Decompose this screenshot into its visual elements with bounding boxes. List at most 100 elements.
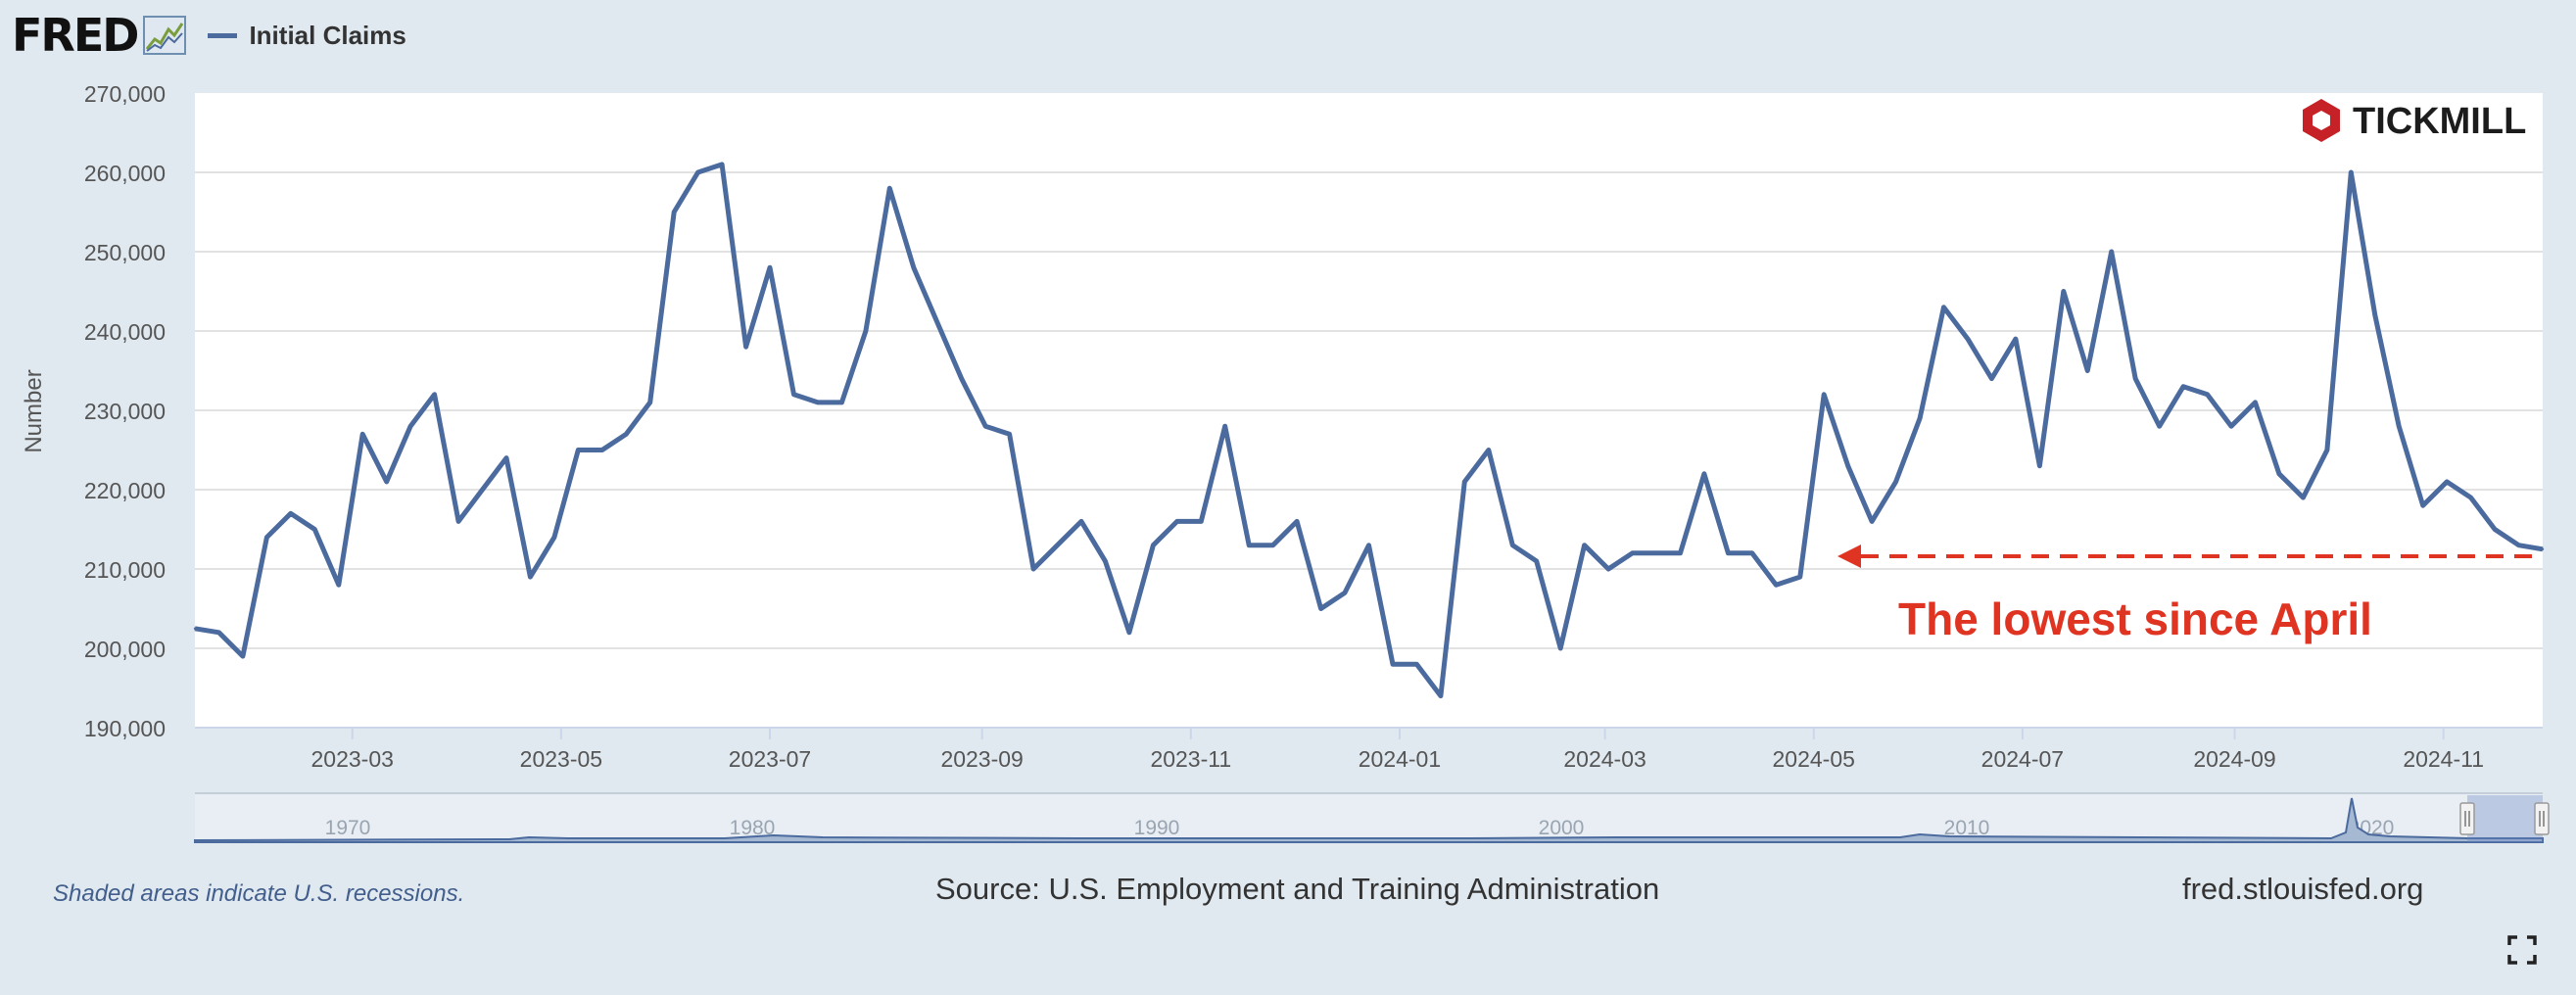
data-point — [1631, 551, 1634, 554]
y-tick-label: 220,000 — [84, 478, 166, 503]
data-point — [1271, 544, 1274, 546]
data-point — [1535, 559, 1538, 563]
data-point — [648, 401, 651, 404]
y-tick-label: 210,000 — [84, 557, 166, 583]
data-point — [816, 401, 820, 404]
navigator-decade-label: 1980 — [730, 817, 776, 839]
data-point — [1775, 584, 1778, 587]
navigator-decade-label: 2010 — [1944, 817, 1990, 839]
tickmill-logo-icon — [2303, 99, 2340, 142]
fullscreen-icon[interactable] — [2507, 935, 2537, 965]
data-point — [313, 528, 316, 531]
data-point — [792, 393, 795, 396]
x-tick-label: 2023-11 — [1150, 746, 1231, 772]
data-point — [1439, 694, 1443, 697]
data-point — [1031, 567, 1035, 571]
data-point — [1248, 544, 1251, 546]
data-point — [433, 393, 436, 396]
data-point — [2277, 472, 2281, 475]
navigator-handle-left[interactable] — [2459, 802, 2475, 835]
data-point — [2110, 250, 2113, 254]
data-point — [1223, 425, 1226, 428]
x-tick-label: 2023-07 — [729, 746, 811, 772]
navigator-labels: 1970 1980 1990 2000 2010 2020 — [325, 817, 2395, 839]
recession-note: Shaded areas indicate U.S. recessions. — [53, 880, 465, 907]
data-point — [2541, 547, 2545, 550]
data-point — [1654, 551, 1658, 554]
data-point — [2086, 369, 2089, 372]
data-point — [2469, 496, 2472, 499]
data-point — [337, 584, 340, 587]
data-point — [1966, 337, 1970, 341]
data-point — [1056, 544, 1059, 546]
x-tick-label: 2024-09 — [2193, 746, 2275, 772]
data-point — [2302, 496, 2305, 499]
y-tick-label: 240,000 — [84, 319, 166, 345]
navigator-selection[interactable] — [2467, 795, 2543, 842]
data-point — [1008, 433, 1011, 436]
legend-label: Initial Claims — [249, 20, 406, 50]
data-point — [864, 329, 868, 333]
data-point — [1846, 464, 1849, 467]
data-point — [289, 512, 292, 515]
data-point — [768, 266, 772, 269]
y-axis-label: Number — [21, 369, 47, 452]
y-tick-label: 230,000 — [84, 399, 166, 424]
data-point — [1152, 544, 1155, 546]
data-point — [2229, 425, 2233, 428]
data-point — [600, 449, 603, 451]
x-tick-label: 2024-05 — [1773, 746, 1855, 772]
x-tick-label: 2024-07 — [1981, 746, 2064, 772]
fred-logo[interactable]: FRED — [12, 9, 139, 62]
data-point — [1487, 449, 1491, 451]
data-point — [577, 449, 580, 451]
data-point — [744, 346, 747, 349]
x-tick-label: 2023-05 — [520, 746, 602, 772]
x-tick-label: 2024-11 — [2403, 746, 2484, 772]
data-point — [1415, 663, 1418, 666]
data-point — [361, 433, 364, 436]
navigator-series — [194, 797, 2544, 843]
data-point — [2254, 401, 2257, 404]
data-point — [2517, 544, 2520, 546]
data-point — [385, 480, 388, 484]
navigator-decade-label: 2000 — [1539, 817, 1585, 839]
data-point — [696, 170, 699, 174]
data-point — [1463, 480, 1466, 484]
data-point — [1319, 607, 1322, 610]
navigator-track — [195, 793, 2543, 842]
data-point — [912, 266, 915, 269]
data-point — [1127, 631, 1131, 634]
data-point — [2206, 393, 2209, 396]
annotation-text: The lowest since April — [1898, 593, 2372, 644]
data-point — [241, 654, 245, 658]
data-point — [1990, 377, 1993, 380]
navigator[interactable]: 1970 1980 1990 2000 2010 2020 — [194, 792, 2550, 843]
legend[interactable]: Initial Claims — [208, 20, 406, 51]
data-point — [1702, 472, 1706, 475]
data-point — [1104, 559, 1107, 563]
data-point — [481, 488, 484, 492]
y-tick-label: 190,000 — [84, 716, 166, 741]
chart-header: FRED Initial Claims — [12, 9, 406, 62]
data-point — [1606, 567, 1610, 571]
data-point — [1942, 306, 1945, 308]
data-point — [2325, 449, 2329, 451]
x-tick-label: 2024-01 — [1359, 746, 1441, 772]
tickmill-logo-text: TICKMILL — [2353, 101, 2526, 142]
x-tick-label: 2023-09 — [940, 746, 1023, 772]
annotation-arrow — [1837, 545, 2542, 568]
data-point — [2134, 377, 2137, 380]
data-point — [936, 321, 939, 325]
data-point — [1175, 520, 1179, 523]
navigator-handle-right[interactable] — [2534, 802, 2550, 835]
y-tick-label: 250,000 — [84, 240, 166, 265]
data-point — [504, 456, 508, 459]
fred-chart-icon — [143, 16, 187, 55]
data-point — [840, 401, 843, 404]
data-point — [2421, 504, 2424, 507]
site-link[interactable]: fred.stlouisfed.org — [2182, 872, 2424, 906]
navigator-decade-label: 1970 — [325, 817, 371, 839]
y-tick-label: 270,000 — [84, 81, 166, 107]
